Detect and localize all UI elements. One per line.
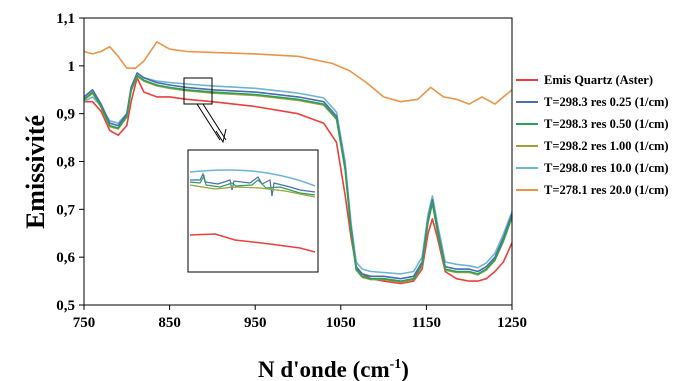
x-axis-title: N d'onde (cm-1) [258,357,409,381]
zoom-source-box [183,77,213,105]
y-axis-title: Emissivité [21,115,50,229]
y-tick-label: 0,7 [56,202,75,218]
legend-label: Emis Quartz (Aster) [544,73,653,87]
y-tick-label: 0,6 [56,250,75,266]
x-tick-label: 1150 [412,315,441,331]
series-line-1 [84,77,513,285]
legend-label: T=298.2 res 1.00 (1/cm) [544,139,669,153]
series-lines [83,41,513,285]
y-tick-label: 1,1 [56,11,75,27]
x-axis-ticks: 750 850 950 1050 1150 1250 [73,305,527,331]
x-tick-label: 850 [158,315,181,331]
zoom-arrow [196,103,227,144]
legend-label: T=298.0 res 10.0 (1/cm) [544,161,669,175]
y-tick-label: 0,8 [56,155,75,171]
x-tick-label: 950 [244,315,267,331]
x-tick-label: 1250 [497,315,527,331]
series-line-6 [83,41,513,105]
x-tick-label: 750 [73,315,96,331]
legend-label: T=298.3 res 0.50 (1/cm) [544,117,669,131]
legend-label: T=298.3 res 0.25 (1/cm) [544,95,669,109]
y-tick-label: 1 [68,59,76,75]
y-tick-label: 0,5 [56,298,75,314]
legend: Emis Quartz (Aster) T=298.3 res 0.25 (1/c… [516,73,669,197]
series-line-3 [83,74,513,282]
x-tick-label: 1050 [326,315,356,331]
zoom-inset [187,149,319,273]
y-tick-label: 0,9 [56,107,75,123]
y-axis-ticks: 0,5 0,6 0,7 0,8 0,9 1 1,1 [56,11,84,314]
legend-label: T=278.1 res 20.0 (1/cm) [544,183,669,197]
